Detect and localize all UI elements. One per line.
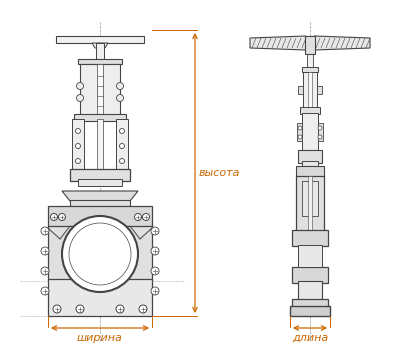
Circle shape: [50, 213, 58, 220]
Circle shape: [76, 82, 84, 90]
Circle shape: [41, 287, 49, 295]
Circle shape: [120, 144, 124, 148]
Bar: [302, 181, 318, 216]
Bar: [308, 176, 312, 231]
Circle shape: [41, 267, 49, 275]
Bar: [298, 150, 322, 163]
Circle shape: [41, 247, 49, 255]
Circle shape: [298, 126, 302, 130]
Bar: [292, 267, 328, 283]
Bar: [318, 123, 323, 141]
Bar: [116, 119, 128, 171]
Circle shape: [120, 128, 124, 134]
Bar: [292, 299, 328, 308]
Bar: [290, 306, 330, 316]
Bar: [307, 54, 313, 68]
Polygon shape: [92, 43, 108, 48]
Circle shape: [76, 128, 80, 134]
Circle shape: [298, 135, 302, 139]
Circle shape: [139, 305, 147, 313]
Bar: [78, 59, 122, 64]
Bar: [80, 64, 120, 116]
Bar: [48, 279, 152, 316]
Bar: [48, 226, 152, 281]
Circle shape: [116, 94, 124, 101]
Text: ширина: ширина: [77, 333, 123, 343]
Circle shape: [76, 158, 80, 164]
Text: высота: высота: [199, 168, 240, 178]
Bar: [302, 67, 318, 72]
Bar: [48, 206, 152, 228]
Bar: [296, 166, 324, 178]
Bar: [317, 86, 322, 94]
Circle shape: [120, 158, 124, 164]
Bar: [78, 179, 122, 186]
Bar: [298, 86, 303, 94]
Polygon shape: [62, 191, 138, 201]
Circle shape: [53, 305, 61, 313]
Circle shape: [151, 247, 159, 255]
Circle shape: [41, 227, 49, 235]
Bar: [308, 72, 312, 108]
Polygon shape: [314, 36, 370, 50]
Bar: [302, 161, 318, 168]
Circle shape: [76, 305, 84, 313]
Bar: [305, 36, 315, 54]
Circle shape: [58, 213, 66, 220]
Circle shape: [62, 216, 138, 292]
Bar: [97, 64, 103, 116]
Circle shape: [116, 305, 124, 313]
Bar: [97, 119, 103, 171]
Bar: [302, 113, 318, 151]
Circle shape: [142, 213, 150, 220]
Circle shape: [151, 267, 159, 275]
Circle shape: [76, 144, 80, 148]
Bar: [300, 107, 320, 114]
Circle shape: [134, 213, 142, 220]
Circle shape: [116, 82, 124, 90]
Circle shape: [151, 287, 159, 295]
Bar: [72, 119, 84, 171]
Bar: [303, 72, 317, 108]
Circle shape: [151, 227, 159, 235]
Bar: [296, 176, 324, 231]
Bar: [56, 36, 144, 43]
Bar: [70, 169, 130, 181]
Bar: [298, 245, 322, 267]
Circle shape: [318, 126, 322, 130]
Bar: [70, 200, 130, 216]
Bar: [297, 123, 302, 141]
Polygon shape: [250, 36, 306, 50]
Bar: [96, 43, 104, 59]
Text: длина: длина: [292, 333, 328, 343]
Bar: [74, 114, 126, 121]
Circle shape: [76, 94, 84, 101]
Bar: [298, 281, 322, 301]
Bar: [292, 230, 328, 246]
Circle shape: [318, 135, 322, 139]
